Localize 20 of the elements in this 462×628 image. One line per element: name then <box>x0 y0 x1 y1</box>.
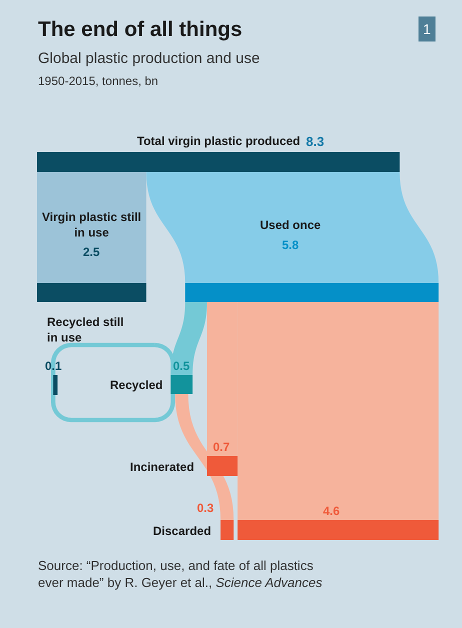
category-label: Virgin plastic still in use <box>42 210 142 240</box>
data-label: 4.6 <box>323 504 340 518</box>
data-label: 5.8 <box>282 238 300 252</box>
category-label: Recycled still in use <box>47 315 124 345</box>
category-label: Total virgin plastic produced <box>137 134 300 148</box>
data-label: 0.1 <box>45 359 62 373</box>
data-label: 0.3 <box>197 501 214 515</box>
text: 1 <box>423 21 431 37</box>
data-label: 0.7 <box>213 440 230 454</box>
category-label: Used once <box>260 218 322 232</box>
data-label: 8.3 <box>306 134 324 149</box>
category-label: Discarded <box>153 524 212 538</box>
data-label: 2.5 <box>83 245 100 259</box>
data-label: 0.5 <box>173 359 190 373</box>
text: Global plastic production and use <box>38 50 260 67</box>
category-label: Recycled <box>110 378 163 392</box>
category-label: Incinerated <box>130 460 194 474</box>
text: 1950-2015, tonnes, bn <box>38 74 158 88</box>
source-note: Source: “Production, use, and fate of all plastics ever made” by R. Geyer et al., Science Advances <box>38 558 323 590</box>
text: The end of all things <box>38 18 242 41</box>
